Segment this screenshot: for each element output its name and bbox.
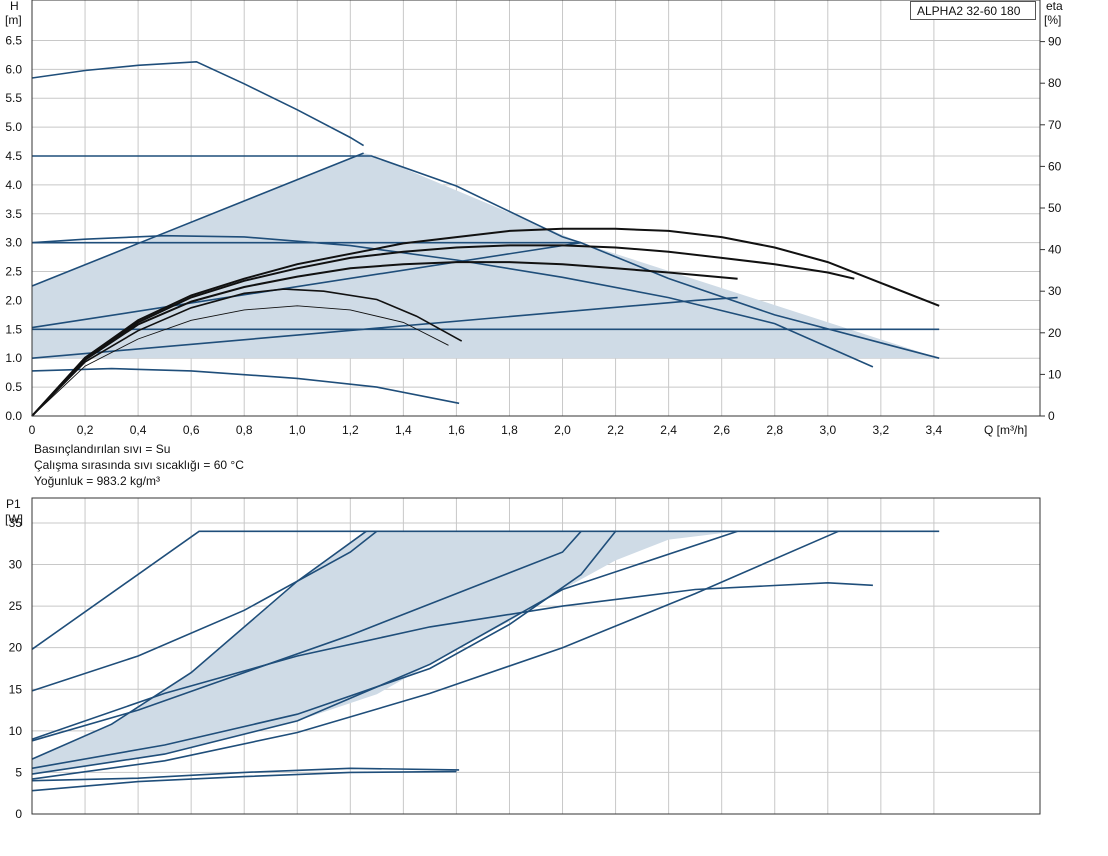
x-tick-label: 3,0	[819, 423, 836, 437]
power-curve	[31, 530, 582, 742]
x-tick-label: 0,8	[236, 423, 253, 437]
y2-tick-label: 30	[1048, 284, 1062, 298]
head-curve	[32, 155, 940, 359]
top-operating-area	[32, 153, 940, 359]
y-tick-label: 0	[15, 807, 22, 821]
head-curve	[31, 296, 738, 359]
x-tick-label: 1,8	[501, 423, 518, 437]
power-curve	[31, 581, 873, 740]
head-curve	[31, 234, 874, 368]
bottom-chart-curves	[31, 530, 940, 792]
y2-tick-label: 10	[1048, 367, 1062, 381]
y-tick-label: 5.5	[5, 91, 22, 105]
bottom-operating-area	[32, 531, 738, 775]
power-curve	[31, 530, 738, 775]
y-tick-label: 1.0	[5, 351, 22, 365]
y2-tick-label: 40	[1048, 243, 1062, 257]
top-chart-y-ticks: 0.0 0.5 1.0 1.5 2.0 2.5 3.0 3.5 4.0 4.5 5.0 5.5 6.0 6…	[5, 33, 22, 423]
top-chart-y2-ticks: 0 10 20 30 40 50 60 70 80 90	[1040, 35, 1062, 423]
y2-tick-label: 50	[1048, 201, 1062, 215]
head-curve	[31, 60, 365, 147]
x-tick-label: 0	[29, 423, 36, 437]
bottom-y-axis-unit: [W]	[5, 512, 23, 526]
y2-tick-label: 70	[1048, 118, 1062, 132]
x-tick-label: 1,0	[289, 423, 306, 437]
power-curve	[31, 530, 617, 770]
bottom-chart-operating-area	[32, 531, 738, 775]
y2-tick-label: 90	[1048, 35, 1062, 49]
y-tick-label: 15	[9, 682, 23, 696]
top-chart-x-ticks: 0 0,2 0,4 0,6 0,8 1,0 1,2 1,4 1,6 1,8 2,0 2,2 2,4 2,6…	[29, 423, 943, 437]
x-tick-label: 2,6	[713, 423, 730, 437]
x-tick-label: 2,0	[554, 423, 571, 437]
y-tick-label: 2.0	[5, 293, 22, 307]
x-tick-label: 1,2	[342, 423, 359, 437]
y2-tick-label: 20	[1048, 326, 1062, 340]
efficiency-curve	[31, 305, 449, 417]
bottom-chart-y-ticks: 0 5 10 15 20 25 30 35	[9, 516, 23, 821]
y-tick-label: 0.5	[5, 380, 22, 394]
top-y2-axis-unit: [%]	[1044, 13, 1061, 27]
y-tick-label: 30	[9, 558, 23, 572]
y2-tick-label: 60	[1048, 159, 1062, 173]
y-tick-label: 1.5	[5, 322, 22, 336]
x-tick-label: 1,6	[448, 423, 465, 437]
x-tick-label: 3,2	[872, 423, 889, 437]
efficiency-curve	[31, 288, 463, 417]
y-tick-label: 3.5	[5, 207, 22, 221]
top-chart-curves	[31, 60, 940, 405]
bottom-chart-frame	[31, 497, 1041, 815]
y-tick-label: 10	[9, 724, 23, 738]
power-curve	[31, 530, 378, 692]
temperature-info-line: Çalışma sırasında sıvı sıcaklığı = 60 °C	[34, 458, 244, 472]
head-curve	[31, 152, 364, 287]
x-tick-label: 3,4	[926, 423, 943, 437]
x-tick-label: 2,4	[660, 423, 677, 437]
x-tick-label: 0,6	[183, 423, 200, 437]
y-tick-label: 0.0	[5, 409, 22, 423]
head-curve	[31, 367, 460, 405]
efficiency-curve	[31, 261, 738, 417]
y-tick-label: 35	[9, 516, 23, 530]
head-curve	[31, 241, 582, 329]
x-tick-label: 2,2	[607, 423, 624, 437]
power-curve	[31, 767, 460, 782]
y2-tick-label: 0	[1048, 409, 1055, 423]
efficiency-curve	[31, 227, 940, 417]
power-curve	[31, 770, 457, 792]
top-y2-axis-label: eta	[1046, 0, 1063, 13]
y2-tick-label: 80	[1048, 76, 1062, 90]
top-chart-operating-area	[32, 153, 940, 359]
x-tick-label: 1,4	[395, 423, 412, 437]
x-tick-label: 2,8	[766, 423, 783, 437]
y-tick-label: 3.0	[5, 236, 22, 250]
y-tick-label: 25	[9, 599, 23, 613]
top-chart-efficiency-curves	[31, 227, 940, 417]
y-tick-label: 6.5	[5, 33, 22, 47]
efficiency-curve	[31, 244, 855, 417]
y-tick-label: 4.5	[5, 149, 22, 163]
y-tick-label: 5.0	[5, 120, 22, 134]
y-tick-label: 4.0	[5, 178, 22, 192]
power-curve	[31, 530, 940, 650]
top-y-axis-label: H	[10, 0, 19, 13]
top-y-axis-unit: [m]	[5, 13, 22, 27]
x-tick-label: 0,4	[130, 423, 147, 437]
model-label: ALPHA2 32-60 180	[910, 1, 1036, 20]
y-tick-label: 2.5	[5, 265, 22, 279]
fluid-info-line: Basınçlandırılan sıvı = Su	[34, 442, 171, 456]
y-tick-label: 5	[15, 765, 22, 779]
density-info-line: Yoğunluk = 983.2 kg/m³	[34, 474, 160, 488]
y-tick-label: 20	[9, 641, 23, 655]
power-curve	[31, 530, 839, 780]
power-curve	[31, 530, 367, 760]
bottom-y-axis-label: P1	[6, 497, 21, 511]
y-tick-label: 6.0	[5, 62, 22, 76]
top-x-axis-label: Q [m³/h]	[984, 423, 1027, 437]
x-tick-label: 0,2	[77, 423, 94, 437]
